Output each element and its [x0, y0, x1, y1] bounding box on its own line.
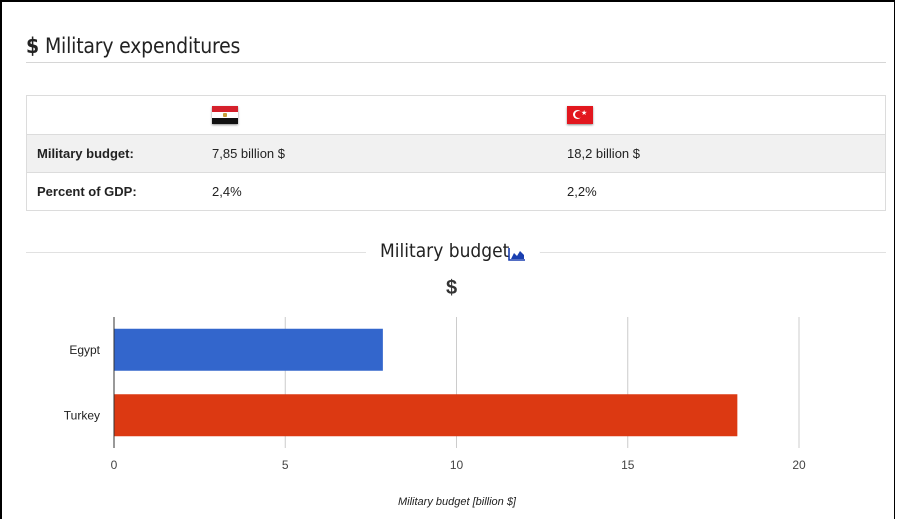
dollar-icon: $	[26, 34, 39, 58]
x-tick-label: 5	[282, 458, 289, 472]
x-tick-label: 15	[621, 458, 635, 472]
section-title-text: Military expenditures	[44, 34, 241, 58]
table-cell: 2,2%	[557, 172, 886, 211]
x-tick-label: 0	[111, 458, 118, 472]
table-cell: 2,4%	[202, 172, 557, 211]
y-tick-label: Turkey	[64, 408, 100, 422]
x-tick-label: 10	[450, 458, 464, 472]
y-tick-label: Egypt	[69, 343, 100, 357]
divider	[540, 252, 886, 253]
section-title: $ Military expenditures	[26, 34, 240, 58]
row-label: Military budget:	[26, 134, 202, 173]
divider	[26, 252, 366, 253]
bar[interactable]	[114, 328, 383, 371]
unit-symbol: $	[446, 277, 458, 299]
section-header: $ Military expenditures	[26, 30, 886, 63]
table-cell: 7,85 billion $	[202, 134, 557, 173]
turkey-flag-icon[interactable]: ★	[567, 106, 593, 124]
bar[interactable]	[114, 394, 738, 437]
x-tick-label: 20	[792, 458, 806, 472]
egypt-flag-icon[interactable]	[212, 106, 238, 124]
row-label: Percent of GDP:	[26, 172, 202, 211]
table-row: Percent of GDP: 2,4% 2,2%	[26, 172, 886, 211]
area-chart-icon[interactable]	[508, 247, 526, 261]
table-cell: 18,2 billion $	[557, 134, 886, 173]
comparison-table: ★ Military budget: 7,85 billion $ 18,2 b…	[26, 95, 886, 211]
table-row: Military budget: 7,85 billion $ 18,2 bil…	[26, 134, 886, 173]
flag-row: ★	[27, 96, 886, 135]
chart-title: Military budget	[380, 240, 510, 262]
x-axis-label: Military budget [billion $]	[398, 496, 517, 508]
